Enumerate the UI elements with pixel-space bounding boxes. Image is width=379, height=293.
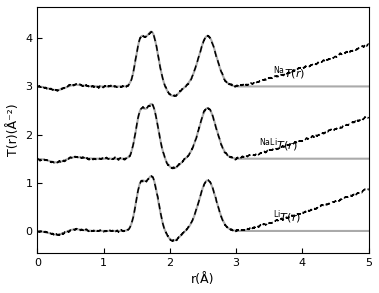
Text: $^{\mathrm{Li}}T(r)$: $^{\mathrm{Li}}T(r)$ xyxy=(273,209,301,226)
Y-axis label: T(r)(Å⁻²): T(r)(Å⁻²) xyxy=(7,103,20,156)
Text: $^{\mathrm{NaLi}}T(r)$: $^{\mathrm{NaLi}}T(r)$ xyxy=(259,137,298,154)
X-axis label: r(Å): r(Å) xyxy=(191,273,215,286)
Text: $^{\mathrm{Na}}T(r)$: $^{\mathrm{Na}}T(r)$ xyxy=(273,64,305,82)
